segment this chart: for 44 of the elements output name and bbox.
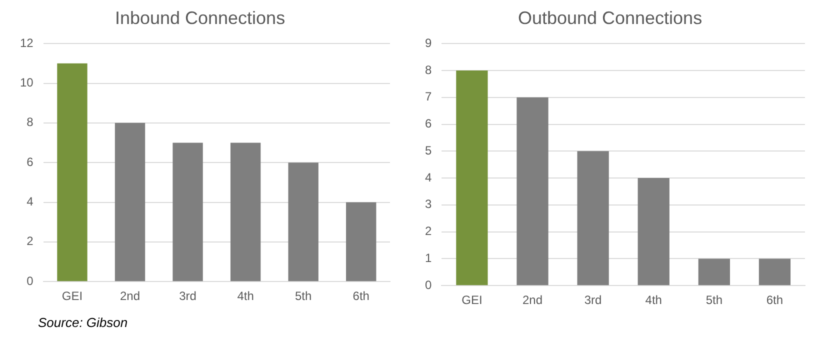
bar [516,97,548,286]
y-tick-label: 2 [26,234,34,248]
x-tick-label: 6th [352,289,370,304]
y-tick-label: 8 [26,115,34,130]
y-tick-label: 6 [26,154,34,169]
bar [172,142,203,282]
bar [114,122,146,282]
bar [346,202,376,282]
y-tick-label: 6 [424,116,432,131]
x-tick-label: 5th [706,293,723,308]
source-note: Source: Gibson [38,315,128,330]
x-tick-label: 3rd [584,293,602,308]
x-tick-label: 2nd [120,289,140,304]
y-tick-label: 9 [424,36,432,50]
bar [577,151,609,286]
bar [758,258,791,286]
y-tick-label: 0 [26,274,34,288]
chart-title: Outbound Connections [518,8,702,28]
y-tick-label: 4 [26,194,34,209]
x-tick-label: 4th [237,289,254,304]
x-tick-label: 5th [294,289,312,304]
bar [456,70,488,286]
y-tick-label: 1 [424,251,432,266]
bar [638,178,670,286]
x-tick-label: GEI [462,293,482,308]
bar [230,142,261,282]
y-tick-label: 2 [424,224,432,238]
y-tick-label: 8 [424,62,432,77]
x-tick-label: 3rd [179,289,196,304]
x-tick-label: 6th [766,293,784,308]
y-tick-label: 10 [20,76,34,90]
x-tick-label: GEI [62,289,83,304]
y-tick-label: 5 [424,143,432,158]
bar [57,63,88,282]
chart-title: Inbound Connections [114,8,286,28]
y-tick-label: 4 [424,170,432,184]
y-tick-label: 12 [20,36,34,50]
x-tick-label: 4th [645,293,662,308]
y-tick-label: 3 [424,197,432,212]
x-tick-label: 2nd [522,293,543,308]
y-tick-label: 0 [424,278,432,292]
y-tick-label: 7 [424,90,432,104]
bar [288,162,318,282]
bar [698,258,730,286]
